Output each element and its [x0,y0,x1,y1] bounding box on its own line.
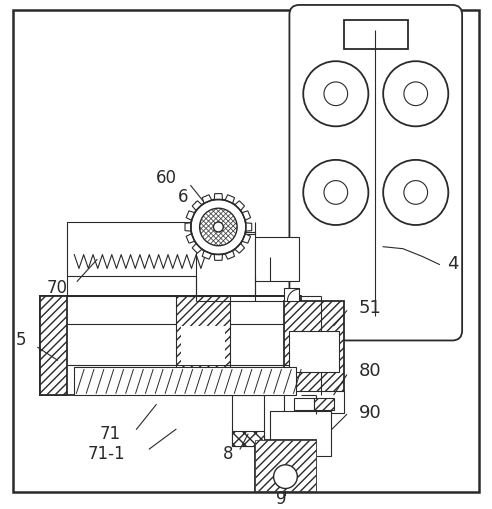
Polygon shape [235,201,245,211]
Circle shape [303,160,369,225]
Polygon shape [242,211,250,220]
Polygon shape [246,223,252,231]
Circle shape [404,82,428,105]
Text: 80: 80 [359,362,381,380]
Text: 8: 8 [223,445,234,463]
Bar [40,296,301,395]
Text: 51: 51 [359,299,381,317]
Text: 71: 71 [99,425,121,443]
Bar [294,398,314,410]
Text: 71-1: 71-1 [88,445,125,463]
Text: 70: 70 [47,279,68,297]
Polygon shape [235,243,245,253]
Polygon shape [225,250,235,259]
Polygon shape [214,254,222,260]
Polygon shape [202,195,212,203]
Polygon shape [202,250,212,259]
Circle shape [274,465,297,489]
Bar [270,411,331,456]
Bar [196,232,255,301]
Bar [284,301,344,392]
Circle shape [214,222,223,232]
Polygon shape [186,211,195,220]
Circle shape [324,181,348,204]
Polygon shape [242,234,250,243]
Bar [181,326,225,365]
Circle shape [404,181,428,204]
Bar [74,367,296,395]
Circle shape [383,61,448,126]
Polygon shape [185,223,191,231]
Circle shape [303,61,369,126]
Text: 9: 9 [277,490,287,508]
Polygon shape [192,243,202,253]
Text: 60: 60 [155,168,177,187]
Bar [255,440,316,492]
Bar [40,296,67,395]
Bar [344,20,408,49]
Circle shape [383,160,448,225]
Circle shape [200,208,237,246]
Bar [255,237,299,281]
Bar [232,431,264,446]
Bar [232,395,264,446]
Bar [176,296,230,395]
Polygon shape [214,193,222,200]
Bar [67,222,215,276]
Bar [255,440,316,492]
Bar [314,398,334,410]
Circle shape [191,200,246,254]
Circle shape [324,82,348,105]
Polygon shape [186,234,195,243]
Bar [284,391,344,412]
Text: 5: 5 [16,331,26,350]
Text: 90: 90 [359,404,381,421]
Text: 4: 4 [447,256,459,273]
Text: 6: 6 [178,188,188,206]
Bar [284,288,299,301]
Bar [289,331,339,372]
Polygon shape [192,201,202,211]
Polygon shape [225,195,235,203]
FancyBboxPatch shape [289,5,462,341]
